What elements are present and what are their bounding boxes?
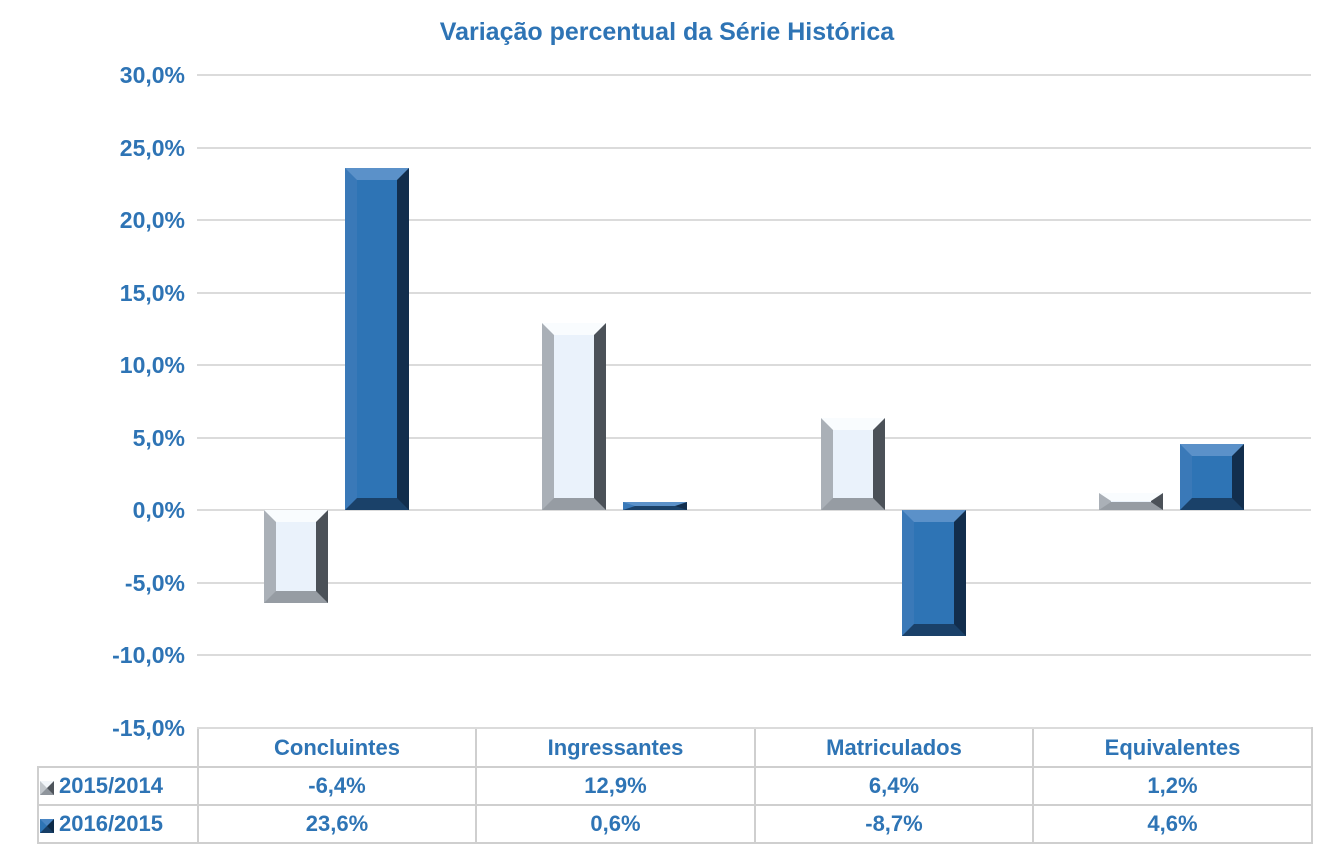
gridline: [197, 509, 1311, 512]
bar-2015-2014-ingressantes: [542, 323, 607, 511]
row-header-2015-2014: 2015/2014: [37, 766, 199, 806]
value-2016-2015-equivalentes: 4,6%: [1032, 804, 1313, 844]
value-2016-2015-ingressantes: 0,6%: [475, 804, 756, 844]
gridline: [197, 219, 1311, 222]
bar-2015-2014-matriculados: [820, 417, 885, 511]
y-axis-tick-label: 15,0%: [119, 279, 185, 306]
value-2015-2014-equivalentes: 1,2%: [1032, 766, 1313, 806]
series-name: 2016/2015: [59, 811, 163, 836]
bar-2016-2015-ingressantes: [623, 501, 688, 511]
data-table: Concluintes Ingressantes Matriculados Equiv…: [37, 727, 1313, 844]
gridline: [197, 436, 1311, 439]
gridline: [197, 727, 1311, 729]
gridline: [197, 654, 1311, 657]
column-header-ingressantes: Ingressantes: [475, 727, 756, 768]
bar-2016-2015-concluintes: [344, 167, 409, 511]
y-axis-tick-label: 25,0%: [119, 134, 185, 161]
y-axis-tick-label: 20,0%: [119, 207, 185, 234]
value-2015-2014-matriculados: 6,4%: [754, 766, 1034, 806]
column-header-equivalentes: Equivalentes: [1032, 727, 1313, 768]
y-axis-tick-label: -10,0%: [112, 642, 185, 669]
chart-title: Variação percentual da Série Histórica: [439, 18, 895, 46]
table-row-2016-2015: 2016/2015 23,6% 0,6% -8,7% 4,6%: [37, 804, 1313, 844]
bar-2016-2015-matriculados: [901, 510, 966, 637]
y-axis-tick-label: 5,0%: [132, 424, 185, 451]
value-2016-2015-concluintes: 23,6%: [197, 804, 477, 844]
bar-2015-2014-equivalentes: [1099, 492, 1164, 511]
gridline: [197, 364, 1311, 367]
legend-key-icon: [40, 819, 54, 833]
gridline: [197, 74, 1311, 76]
value-2015-2014-ingressantes: 12,9%: [475, 766, 756, 806]
y-axis-tick-label: 30,0%: [119, 62, 185, 88]
value-2015-2014-concluintes: -6,4%: [197, 766, 477, 806]
column-header-concluintes: Concluintes: [197, 727, 477, 768]
row-header-2016-2015: 2016/2015: [37, 804, 199, 844]
y-axis-tick-label: 10,0%: [119, 352, 185, 379]
gridline: [197, 146, 1311, 149]
y-axis-tick-label: -5,0%: [124, 569, 185, 596]
bar-2015-2014-concluintes: [263, 510, 328, 604]
gridline: [197, 291, 1311, 294]
table-row-2015-2014: 2015/2014 -6,4% 12,9% 6,4% 1,2%: [37, 766, 1313, 806]
column-header-matriculados: Matriculados: [754, 727, 1034, 768]
y-axis-tick-label: 0,0%: [132, 497, 185, 524]
series-name: 2015/2014: [59, 773, 163, 798]
y-axis-tick-label: -15,0%: [112, 715, 185, 741]
value-2016-2015-matriculados: -8,7%: [754, 804, 1034, 844]
bar-2016-2015-equivalentes: [1180, 443, 1245, 511]
gridline: [197, 581, 1311, 584]
table-header-row: Concluintes Ingressantes Matriculados Equiv…: [38, 727, 1313, 768]
legend-key-icon: [40, 781, 54, 795]
